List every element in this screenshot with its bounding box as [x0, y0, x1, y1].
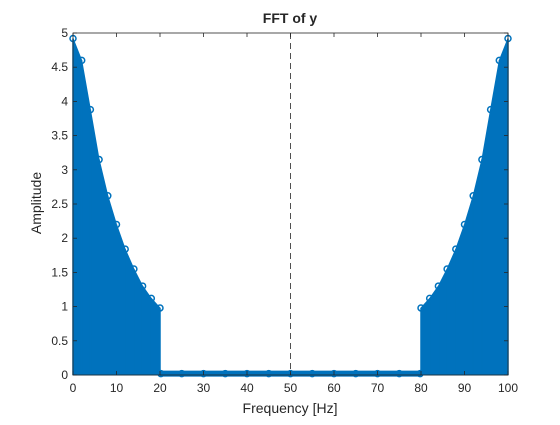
x-tick-label-5: 50 [284, 381, 298, 395]
data-point-28 [452, 245, 460, 253]
y-tick-label-4: 2 [61, 231, 68, 245]
chart-title: FFT of y [263, 10, 318, 26]
x-tick-label-3: 30 [197, 381, 211, 395]
data-point-29 [460, 220, 469, 229]
data-point-26 [434, 282, 443, 290]
x-tick-label-9: 90 [458, 381, 472, 395]
y-axis-ticks: 0 0.5 1 1.5 2 2.5 3 3.5 4 4.5 5 [51, 26, 508, 382]
data-point-5 [112, 220, 121, 229]
y-tick-label-9: 4.5 [51, 60, 68, 74]
x-tick-label-2: 20 [153, 381, 167, 395]
data-point-27 [443, 265, 451, 273]
data-point-4 [104, 192, 112, 200]
y-tick-label-5: 2.5 [51, 197, 68, 211]
data-point-10 [156, 304, 164, 312]
y-tick-label-2: 1 [61, 300, 68, 314]
y-tick-label-6: 3 [61, 163, 68, 177]
data-point-33 [495, 56, 504, 65]
x-axis-ticks: 0 10 20 30 40 50 60 70 80 90 100 [70, 33, 518, 395]
y-tick-label-10: 5 [61, 26, 68, 40]
x-tick-label-1: 10 [110, 381, 124, 395]
x-tick-label-8: 80 [414, 381, 428, 395]
data-point-25 [425, 294, 434, 303]
spectrum-fill-0 [72, 38, 161, 376]
y-axis-label: Amplitude [28, 172, 44, 234]
y-tick-label-1: 0.5 [51, 334, 68, 348]
data-point-1 [77, 56, 86, 65]
y-tick-label-7: 3.5 [51, 129, 68, 143]
y-tick-label-3: 1.5 [51, 265, 68, 279]
x-tick-label-0: 0 [70, 381, 77, 395]
x-tick-label-4: 40 [240, 381, 254, 395]
data-point-2 [86, 105, 95, 114]
x-tick-label-10: 100 [498, 381, 518, 395]
y-tick-label-0: 0 [61, 368, 68, 382]
data-point-6 [121, 245, 129, 253]
data-point-9 [147, 294, 156, 303]
x-tick-label-7: 70 [371, 381, 385, 395]
data-point-7 [130, 265, 138, 273]
y-tick-label-8: 4 [61, 94, 68, 108]
data-point-8 [138, 282, 147, 290]
x-axis-label: Frequency [Hz] [243, 400, 338, 416]
data-point-30 [469, 192, 477, 200]
data-point-3 [95, 155, 103, 164]
data-point-24 [417, 304, 425, 312]
data-point-32 [486, 105, 495, 114]
x-tick-label-6: 60 [327, 381, 341, 395]
data-point-31 [478, 155, 486, 164]
